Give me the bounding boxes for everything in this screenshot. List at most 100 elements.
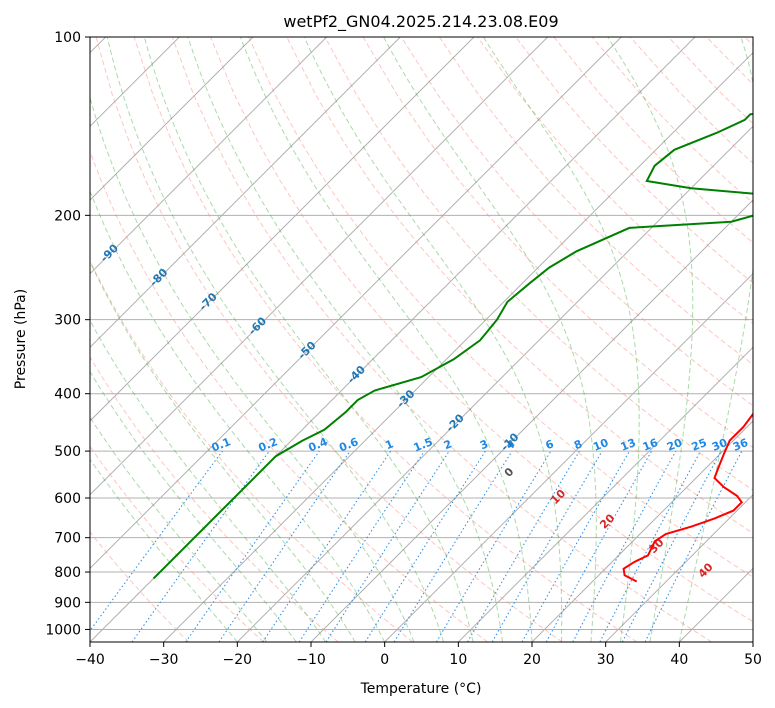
mixing-ratio-label: 13 — [619, 436, 638, 454]
isotherm-gridline — [384, 272, 753, 642]
isotherm-label: -50 — [295, 338, 318, 361]
isotherm-label: 40 — [696, 560, 716, 580]
dry-adiabat — [133, 37, 638, 642]
isotherm-gridline — [310, 199, 753, 642]
mixing-ratio-line — [185, 450, 320, 642]
dry-adiabat — [668, 37, 753, 125]
y-tick-label: 400 — [54, 387, 81, 403]
mixing-ratio-label: 16 — [641, 436, 660, 454]
isotherm-label: -80 — [147, 266, 170, 289]
plot-frame — [89, 36, 754, 643]
isotherm-gridline — [90, 37, 549, 496]
mixing-ratio-line — [131, 450, 270, 642]
mixing-ratio-line — [521, 450, 630, 642]
isotherm-label: -20 — [444, 411, 467, 434]
isotherm-label: 20 — [597, 511, 617, 531]
mixing-ratio-label: 0.2 — [256, 435, 279, 454]
x-tick-label: 20 — [523, 652, 541, 668]
mixing-ratio-line — [218, 450, 351, 642]
x-tick-label: 0 — [380, 652, 389, 668]
moist-adiabat — [383, 37, 597, 642]
moist-adiabat — [90, 189, 386, 642]
moist-adiabat — [90, 458, 238, 642]
isotherm-label: -60 — [246, 314, 269, 337]
isotherm-gridline — [752, 641, 753, 642]
dry-adiabat — [171, 37, 712, 642]
dry-adiabat — [591, 37, 753, 204]
moist-adiabat — [143, 37, 474, 642]
isotherm-label: 0 — [502, 465, 517, 480]
y-tick-label: 200 — [54, 208, 81, 224]
dry-adiabat — [400, 37, 753, 407]
isotherm-gridline — [605, 493, 753, 642]
isotherm-gridline — [90, 37, 254, 201]
mixing-ratio-label: 10 — [591, 436, 610, 454]
moist-adiabat — [90, 260, 356, 642]
mixing-ratio-line — [393, 450, 513, 642]
x-tick-label: −40 — [75, 652, 105, 668]
y-tick-label: 900 — [54, 595, 81, 611]
isotherm-gridline — [457, 346, 753, 642]
y-tick-label: 500 — [54, 444, 81, 460]
moist-adiabat — [106, 37, 445, 642]
dry-adiabat — [362, 37, 753, 449]
isotherm-label: 10 — [548, 487, 568, 507]
x-tick-label: −20 — [223, 652, 253, 668]
isotherm-gridline — [90, 37, 475, 422]
dry-adiabat — [95, 37, 563, 642]
mixing-ratio-label: 3 — [478, 437, 490, 452]
y-tick-label: 100 — [54, 30, 81, 46]
x-tick-label: −10 — [296, 652, 326, 668]
y-tick-label: 1000 — [45, 622, 81, 638]
dry-adiabat — [706, 37, 753, 86]
dry-adiabat — [90, 531, 190, 642]
dry-adiabat — [90, 445, 264, 642]
moist-adiabat — [303, 37, 563, 642]
dry-adiabat — [515, 37, 753, 284]
x-tick-label: 10 — [449, 652, 467, 668]
isotherm-gridline — [163, 51, 753, 642]
dry-adiabat — [744, 37, 753, 46]
dry-adiabat — [90, 259, 414, 642]
moist-adiabat — [607, 37, 694, 642]
dry-adiabat — [438, 37, 753, 365]
dewpoint-profile — [152, 112, 753, 580]
mixing-ratio-line — [572, 450, 677, 642]
dry-adiabat — [90, 356, 339, 642]
moist-adiabat — [90, 416, 268, 642]
isotherm-gridline — [90, 37, 622, 570]
isotherm-gridline — [531, 420, 753, 642]
moist-adiabat — [90, 319, 327, 642]
mixing-ratio-line — [298, 450, 425, 642]
mixing-ratio-line — [644, 450, 743, 642]
y-axis-label: Pressure (hPa) — [13, 289, 29, 389]
temperature-profile — [622, 412, 753, 583]
mixing-ratio-line — [262, 450, 392, 642]
mixing-ratio-label: 30 — [710, 436, 729, 454]
x-tick-label: 50 — [744, 652, 762, 668]
isotherm-label: -10 — [498, 430, 521, 453]
isotherm-gridline — [90, 37, 328, 275]
mixing-ratio-line — [545, 450, 653, 642]
chart-title: wetPf2_GN04.2025.214.23.08.E09 — [283, 12, 558, 32]
dry-adiabat — [324, 37, 753, 491]
mixing-ratio-label: 8 — [572, 437, 584, 452]
dry-adiabat — [248, 37, 753, 578]
mixing-ratio-label: 1 — [383, 437, 395, 452]
isotherm-label: -40 — [345, 363, 368, 386]
mixing-ratio-label: 6 — [544, 437, 556, 452]
isotherm-label: -30 — [394, 387, 417, 410]
dry-adiabat — [90, 149, 488, 642]
moist-adiabat — [239, 37, 533, 642]
isotherm-label: -90 — [98, 241, 121, 264]
isotherm-label: -70 — [197, 290, 220, 313]
isotherm-gridline — [90, 37, 401, 349]
mixing-ratio-label: 2 — [442, 437, 454, 452]
moist-adiabat — [90, 96, 415, 642]
x-tick-label: −30 — [149, 652, 179, 668]
moist-adiabat — [90, 370, 297, 642]
mixing-ratio-line — [467, 450, 580, 642]
mixing-ratio-label: 1.5 — [412, 435, 435, 454]
isotherm-gridline — [236, 125, 753, 642]
